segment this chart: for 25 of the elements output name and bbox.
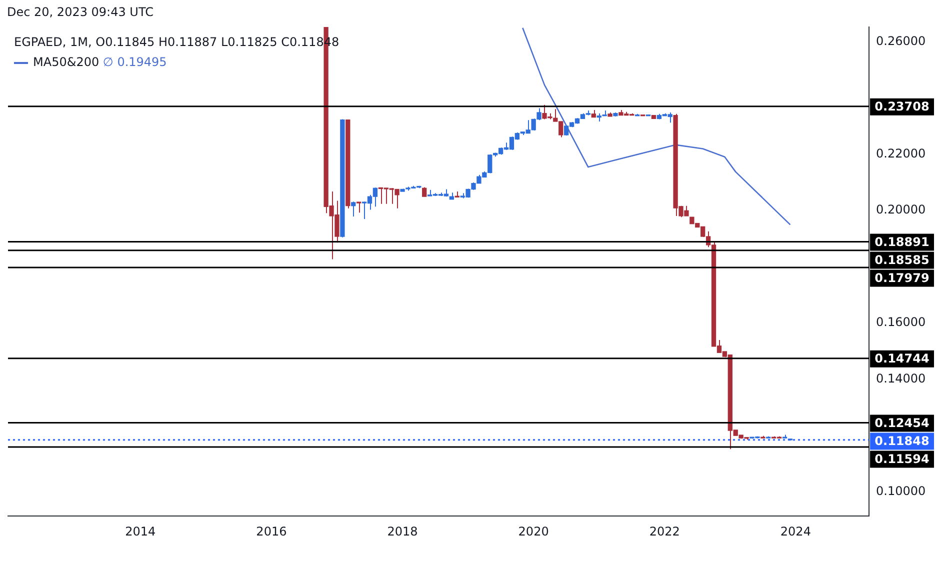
legend-label: MA50&200 — [33, 55, 100, 69]
ref-line-label: 0.11848 — [874, 434, 930, 448]
x-tick-label: 2016 — [256, 524, 287, 538]
candlestick — [356, 202, 362, 214]
x-tick-label: 2024 — [780, 524, 811, 538]
ref-line-label: 0.23708 — [874, 99, 930, 114]
x-tick-label: 2018 — [387, 524, 418, 538]
y-tick-label: 0.26000 — [876, 34, 926, 48]
annotation: ∅ 0.19495 — [102, 55, 167, 69]
ref-line-label: 0.12454 — [874, 416, 930, 430]
text: Dec 20, 2023 09:43 UTC — [7, 5, 154, 19]
y-tick-label: 0.16000 — [876, 315, 926, 330]
ref-line-label: 0.18585 — [874, 252, 930, 267]
y-tick-label: 0.14000 — [876, 371, 926, 386]
ref-line-label: 0.11594 — [874, 452, 930, 466]
y-tick-label: 0.10000 — [876, 484, 926, 498]
y-tick-label: 0.22000 — [876, 146, 926, 161]
ref-line-label: 0.14744 — [874, 352, 930, 366]
x-tick-label: 2022 — [649, 524, 680, 538]
candlestick — [608, 112, 612, 117]
x-tick-label: 2014 — [125, 524, 156, 538]
ref-line-label: 0.17979 — [874, 270, 930, 285]
ref-line-label: 0.18891 — [874, 234, 930, 249]
y-tick-label: 0.20000 — [876, 202, 926, 217]
x-tick-label: 2020 — [518, 524, 549, 538]
